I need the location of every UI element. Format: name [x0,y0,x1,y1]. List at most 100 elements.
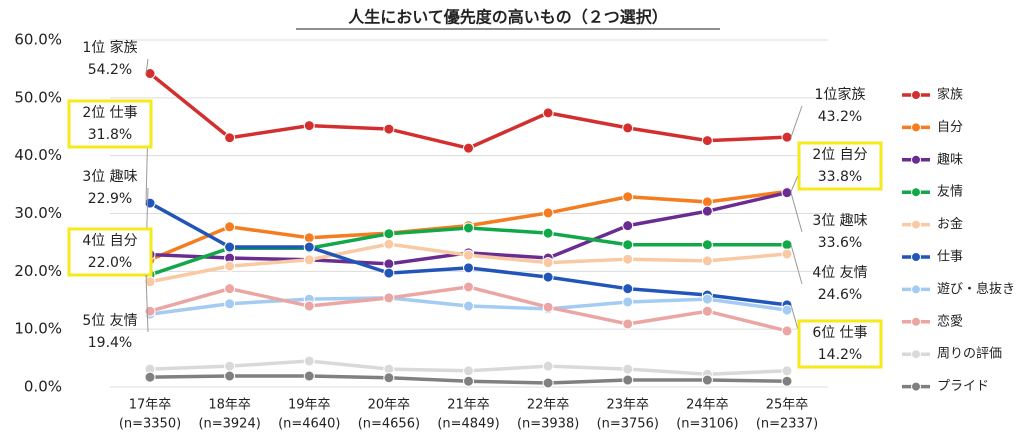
data-point [622,296,634,308]
x-tick-sub-label: (n=4849) [437,417,499,432]
data-point [224,283,236,295]
data-point [622,239,634,251]
x-tick-label: 22年卒 [527,398,570,413]
data-point [622,283,634,295]
data-point [224,260,236,272]
data-point [781,304,793,316]
data-point [542,360,554,372]
data-point [542,377,554,389]
y-tick-label: 50.0% [14,88,62,106]
data-point [781,239,793,251]
data-point [383,372,395,384]
x-tick-sub-label: (n=4640) [278,417,340,432]
data-point [303,355,315,367]
x-tick-label: 25年卒 [766,398,809,413]
y-tick-label: 30.0% [14,204,62,222]
annotation-rank: 2位 自分 [812,147,867,163]
data-point [463,249,474,261]
leader-line [145,58,149,74]
data-point [383,238,395,250]
annotation-value: 54.2% [88,62,132,78]
data-point [781,375,793,387]
data-point [303,232,315,244]
x-tick-label: 21年卒 [447,398,490,413]
data-point [383,123,395,135]
x-tick-label: 20年卒 [368,398,411,413]
legend-marker [911,187,921,198]
data-point [463,222,474,234]
y-tick-label: 20.0% [14,262,62,280]
data-point [463,300,474,312]
data-point [224,360,236,372]
data-point [542,271,554,283]
annotation-value: 19.4% [88,335,132,351]
legend-label: 友情 [937,184,963,200]
chart-title: 人生において優先度の高いもの（２つ選択） [348,8,668,27]
legend-label: 趣味 [937,152,963,167]
annotation-rank: 1位 家族 [82,39,137,56]
data-point [383,292,395,304]
x-tick-label: 18年卒 [208,398,251,413]
legend-label: 家族 [937,87,963,103]
leader-line [790,105,803,138]
annotation-value: 31.8% [88,127,132,143]
data-point [224,298,236,310]
annotation-value: 22.0% [88,255,132,271]
annotation-rank: 4位 自分 [82,233,137,249]
data-point [622,191,634,203]
legend-marker [911,90,921,100]
highlight-box [67,227,153,277]
annotation-rank: 5位 友情 [82,313,137,329]
data-point [463,281,474,293]
data-point [542,227,554,239]
legend-marker [911,154,921,165]
annotation-value: 33.6% [818,235,862,251]
data-point [701,305,713,317]
data-point [781,187,793,199]
data-point [224,241,236,253]
highlight-box [67,99,153,149]
legend-marker [911,349,921,360]
x-tick-label: 17年卒 [129,398,172,413]
annotation-rank: 6位 仕事 [812,325,867,341]
legend-label: 遊び・息抜き [937,281,1015,297]
legend-marker [911,381,921,392]
data-point [701,293,713,305]
y-tick-label: 0.0% [24,378,62,396]
leader-line [145,274,149,333]
legend-label: プライド [937,379,989,394]
data-point [303,370,315,382]
x-tick-sub-label: (n=3350) [119,417,181,432]
x-tick-label: 19年卒 [288,398,331,413]
data-point [303,241,315,253]
annotation-rank: 1位家族 [815,86,866,103]
annotation-rank: 3位 趣味 [812,213,867,229]
legend-marker [911,219,921,230]
annotation-value: 24.6% [818,287,862,303]
data-point [542,207,554,219]
data-point [622,363,634,375]
data-point [622,253,634,265]
data-point [463,142,474,154]
data-point [144,371,156,383]
annotation-value: 33.8% [818,169,862,185]
data-point [622,318,634,330]
annotation-value: 22.9% [88,191,132,207]
annotation-value: 43.2% [818,109,862,125]
data-point [542,301,554,313]
y-tick-label: 10.0% [14,320,62,338]
data-point [781,248,793,260]
data-point [463,375,474,387]
annotation-rank: 2位 仕事 [82,105,137,121]
annotation-value: 14.2% [818,347,862,363]
legend-label: 自分 [937,120,963,135]
x-tick-label: 24年卒 [686,398,729,413]
data-point [144,68,156,80]
data-point [701,239,713,251]
data-point [224,132,236,144]
data-point [542,107,554,119]
x-tick-sub-label: (n=3938) [517,417,579,432]
legend-label: お金 [937,216,963,232]
x-tick-sub-label: (n=3756) [597,417,659,432]
data-point [701,205,713,217]
